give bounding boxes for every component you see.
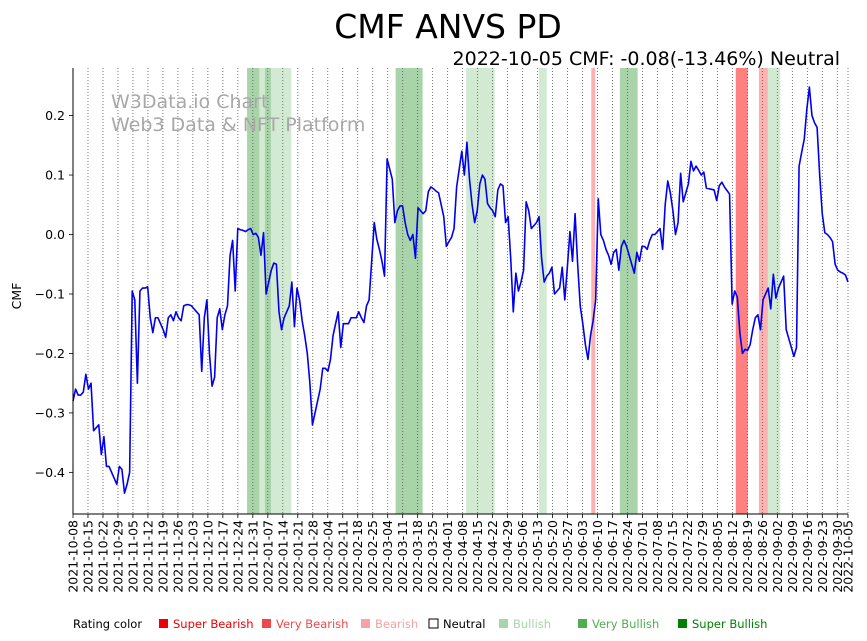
legend-label: Rating color — [73, 617, 142, 631]
x-tick-label-8: 2021-12-03 — [185, 520, 200, 593]
x-tick-label-39: 2022-07-08 — [650, 520, 665, 593]
x-tick-label-43: 2022-08-05 — [710, 520, 725, 593]
rating-band-4 — [395, 68, 423, 514]
x-tick-label-45: 2022-08-19 — [740, 520, 755, 593]
series-line-cmf — [72, 86, 849, 494]
x-tick-label-14: 2022-01-14 — [275, 520, 290, 593]
legend-item-0: Super Bearish — [173, 617, 254, 631]
chart-subtitle: 2022-10-05 CMF: -0.08(-13.46%) Neutral — [453, 48, 840, 70]
rating-band-10 — [758, 68, 768, 514]
series-layer — [72, 86, 849, 494]
x-tick-label-34: 2022-06-03 — [575, 520, 590, 593]
legend-item-3: Neutral — [443, 617, 485, 631]
x-tick-label-24: 2022-03-25 — [425, 520, 440, 593]
x-tick-label-46: 2022-08-26 — [755, 520, 770, 593]
y-axis-label: CMF — [9, 283, 24, 310]
x-tick-label-37: 2022-06-24 — [620, 520, 635, 593]
legend-swatch-2 — [361, 619, 370, 628]
y-tick-label-5: −0.3 — [35, 405, 65, 420]
x-tick-label-10: 2021-12-17 — [215, 520, 230, 593]
rating-band-9 — [735, 68, 748, 514]
watermark-line-2: Web3 Data & NFT Platform — [111, 114, 365, 136]
y-tick-label-0: 0.2 — [45, 108, 65, 123]
x-tick-label-20: 2022-02-25 — [365, 520, 380, 593]
x-tick-label-31: 2022-05-13 — [530, 520, 545, 593]
y-tick-label-1: 0.1 — [45, 168, 65, 183]
x-tick-label-15: 2022-01-21 — [290, 520, 305, 593]
y-tick-label-3: −0.1 — [35, 286, 65, 301]
rating-band-8 — [619, 68, 638, 514]
x-tick-label-49: 2022-09-16 — [800, 520, 815, 593]
x-tick-label-7: 2021-11-26 — [170, 520, 185, 593]
x-tick-label-19: 2022-02-18 — [350, 520, 365, 593]
legend-swatch-4 — [499, 619, 508, 628]
legend-item-6: Super Bullish — [692, 617, 767, 631]
x-tick-label-0: 2021-10-08 — [66, 520, 81, 593]
x-tick-label-13: 2022-01-07 — [260, 520, 275, 593]
x-tick-label-47: 2022-09-02 — [770, 520, 785, 593]
x-tick-label-38: 2022-07-01 — [635, 520, 650, 593]
rating-band-6 — [539, 68, 547, 514]
x-tick-label-35: 2022-06-10 — [590, 520, 605, 593]
x-tick-label-4: 2021-11-05 — [125, 520, 140, 593]
x-tick-label-11: 2021-12-24 — [230, 520, 245, 593]
x-tick-label-52: 2022-10-05 — [841, 520, 856, 593]
x-tick-label-17: 2022-02-04 — [320, 520, 335, 593]
legend-item-4: Bullish — [513, 617, 551, 631]
x-tick-label-30: 2022-05-06 — [515, 520, 530, 593]
x-tick-label-27: 2022-04-15 — [470, 520, 485, 593]
x-tick-label-1: 2021-10-15 — [80, 520, 95, 593]
x-tick-label-22: 2022-03-11 — [395, 520, 410, 593]
rating-legend: Rating color Super Bearish Very Bearish Bea… — [73, 617, 767, 631]
y-tick-label-2: 0.0 — [45, 227, 65, 242]
legend-item-2: Bearish — [375, 617, 418, 631]
x-tick-label-2: 2021-10-22 — [95, 520, 110, 593]
x-tick-label-25: 2022-04-01 — [440, 520, 455, 593]
x-tick-label-6: 2021-11-19 — [155, 520, 170, 593]
x-tick-label-26: 2022-04-08 — [455, 520, 470, 593]
x-tick-label-18: 2022-02-11 — [335, 520, 350, 593]
watermark: W3Data.io Chart Web3 Data & NFT Platform — [111, 91, 365, 136]
x-tick-label-50: 2022-09-23 — [815, 520, 830, 593]
x-tick-label-33: 2022-05-27 — [560, 520, 575, 593]
rating-band-7 — [591, 68, 596, 514]
legend-swatch-1 — [262, 619, 271, 628]
legend-swatch-0 — [159, 619, 168, 628]
x-tick-label-9: 2021-12-10 — [200, 520, 215, 593]
x-tick-label-40: 2022-07-15 — [665, 520, 680, 593]
x-tick-label-48: 2022-09-09 — [785, 520, 800, 593]
x-tick-label-44: 2022-08-12 — [725, 520, 740, 593]
x-tick-label-32: 2022-05-20 — [545, 520, 560, 593]
rating-band-3 — [271, 68, 292, 514]
x-tick-label-42: 2022-07-29 — [695, 520, 710, 593]
chart-title: CMF ANVS PD — [334, 7, 562, 46]
x-tick-label-41: 2022-07-22 — [680, 520, 695, 593]
x-tick-label-51: 2022-09-30 — [830, 520, 845, 593]
x-tick-label-3: 2021-10-29 — [110, 520, 125, 593]
y-tick-label-4: −0.2 — [35, 346, 65, 361]
x-tick-label-16: 2022-01-28 — [305, 520, 320, 593]
legend-item-5: Very Bullish — [592, 617, 659, 631]
legend-swatch-3 — [428, 618, 439, 629]
x-tick-label-28: 2022-04-22 — [485, 520, 500, 593]
x-tick-label-12: 2021-12-31 — [245, 520, 260, 593]
legend-swatch-6 — [678, 619, 687, 628]
legend-item-1: Very Bearish — [276, 617, 348, 631]
rating-band-5 — [466, 68, 495, 514]
watermark-line-1: W3Data.io Chart — [111, 91, 268, 113]
y-tick-label-6: −0.4 — [35, 465, 65, 480]
rating-band-1 — [259, 68, 265, 514]
x-tick-label-36: 2022-06-17 — [605, 520, 620, 593]
x-tick-label-5: 2021-11-12 — [140, 520, 155, 593]
x-tick-label-29: 2022-04-29 — [500, 520, 515, 593]
x-tick-label-23: 2022-03-18 — [410, 520, 425, 593]
x-tick-label-21: 2022-03-04 — [380, 520, 395, 593]
legend-swatch-5 — [578, 619, 587, 628]
axes: 2021-10-08 2021-10-15 2021-10-22 2021-10-29… — [35, 68, 856, 593]
